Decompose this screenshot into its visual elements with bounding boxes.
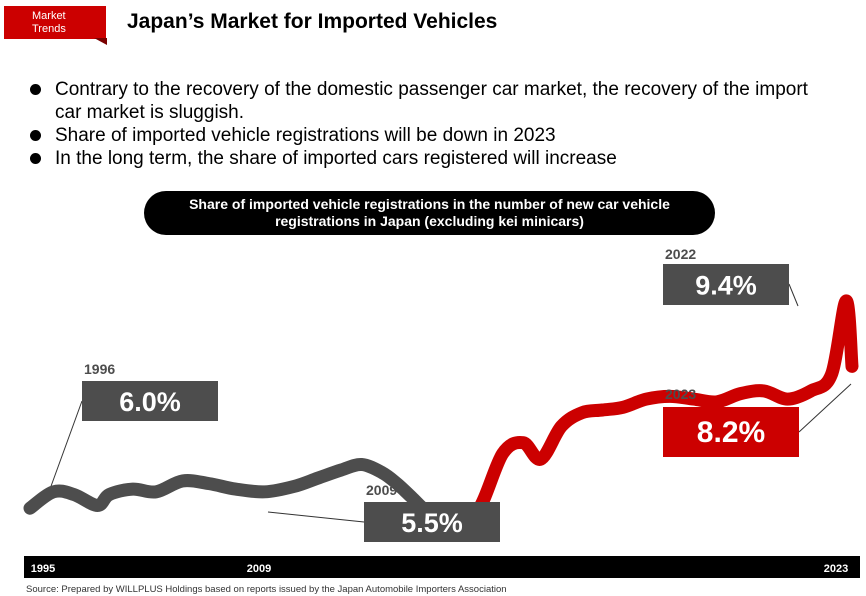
callout-connectors [49,283,852,523]
bullet-list: Contrary to the recovery of the domestic… [28,78,828,170]
series-line-1995-2009 [23,458,448,522]
callout-box-2022 [663,264,789,305]
callout-box-2009 [364,502,500,542]
chart-lines [23,294,859,522]
callout-value-2009: 5.5% [401,508,463,538]
badge-label-line2: Trends [32,23,66,35]
callout-box-1996 [82,381,218,421]
x-tick-label: 1995 [31,563,55,575]
callout-connector [49,400,83,490]
x-axis-bar [24,556,860,578]
bullet-text: In the long term, the share of imported … [55,148,617,169]
x-tick-label: 2023 [824,563,848,575]
x-axis: 1995 2009 2023 [24,556,860,578]
series-line-2009-2023 [434,294,859,522]
bullet-item: In the long term, the share of imported … [28,147,828,170]
callout-value-1996: 6.0% [119,387,181,417]
page-title: Japan’s Market for Imported Vehicles [127,10,498,33]
callout-year-2009: 2009 [366,482,397,498]
bullet-text: Contrary to the recovery of the domestic… [55,79,808,123]
callout-year-2023: 2023 [665,386,696,402]
callout-value-2023: 8.2% [697,416,765,449]
bullet-text: Share of imported vehicle registrations … [55,125,556,146]
bullet-dot-icon [30,153,41,164]
x-tick-label: 2009 [247,563,271,575]
callout-connector [788,283,799,307]
callout-connector [267,511,365,523]
bullet-item: Contrary to the recovery of the domestic… [28,78,828,124]
callout-box-2023 [663,407,799,457]
market-trends-badge: Market Trends [4,6,107,45]
badge-label-line1: Market [32,10,66,22]
bullet-item: Share of imported vehicle registrations … [28,124,828,147]
callout-year-1996: 1996 [84,361,115,377]
source-note: Source: Prepared by WILLPLUS Holdings ba… [26,584,507,595]
callout-value-2022: 9.4% [695,271,757,301]
chart-title-pill: Share of imported vehicle registrations … [144,191,715,235]
bullet-dot-icon [30,84,41,95]
badge-notch [94,38,107,45]
callout-connector [798,383,852,433]
bullet-dot-icon [30,130,41,141]
callout-year-2022: 2022 [665,246,696,262]
